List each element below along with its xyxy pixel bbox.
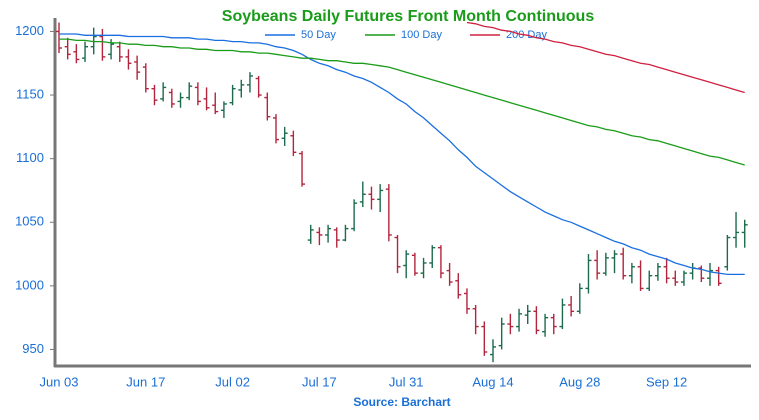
y-tick-label: 1150 (16, 86, 44, 101)
x-tick-label: Jul 17 (302, 374, 337, 389)
y-tick-label: 1000 (15, 277, 44, 292)
chart-title: Soybeans Daily Futures Front Month Conti… (222, 8, 595, 25)
legend-label: 100 Day (401, 29, 442, 41)
x-tick-label: Jun 17 (126, 374, 165, 389)
y-tick-label: 950 (22, 341, 44, 356)
x-tick-label: Sep 12 (646, 374, 687, 389)
ma-line (59, 38, 745, 166)
x-tick-label: Jun 03 (39, 374, 78, 389)
source-note: Source: Barchart (353, 395, 450, 409)
ma-line (59, 33, 745, 276)
x-tick-label: Jul 02 (215, 374, 250, 389)
x-tick-label: Jul 31 (389, 374, 424, 389)
ma-line (466, 21, 745, 94)
y-tick-label: 1100 (16, 150, 44, 165)
y-tick-label: 1050 (15, 214, 44, 229)
y-tick-label: 1200 (15, 23, 44, 38)
x-tick-label: Aug 28 (559, 374, 600, 389)
legend-label: 50 Day (301, 29, 336, 41)
x-tick-label: Aug 14 (472, 374, 513, 389)
